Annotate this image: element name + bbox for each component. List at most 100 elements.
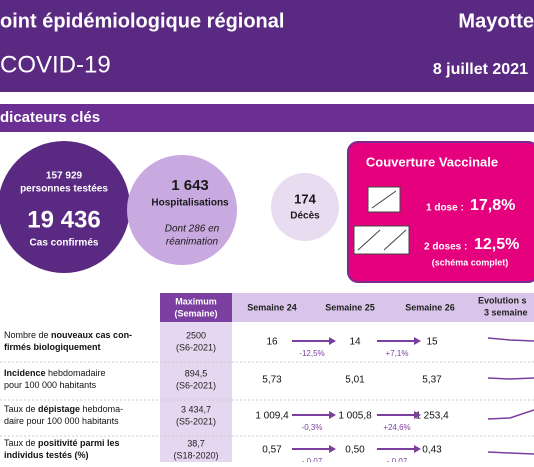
label-part: Nombre de: [4, 330, 51, 340]
header-band: [0, 0, 534, 92]
week-value: 5,37: [422, 375, 442, 386]
vaccine-title: Couverture Vaccinale: [366, 154, 498, 169]
arrow-head: [329, 337, 336, 345]
max-column: [160, 322, 232, 462]
trend-label: - 0,07: [387, 457, 408, 462]
dose1-value: 17,8%: [470, 197, 515, 214]
label-part: positivité parmi les: [38, 438, 120, 448]
max-week: (S6-2021): [176, 342, 216, 352]
syringe-icon: [353, 186, 410, 255]
deaths-label: Décès: [290, 211, 320, 222]
header-region: Mayotte: [458, 10, 534, 32]
week-value: 0,57: [262, 445, 282, 456]
deaths-circle: [271, 173, 339, 241]
trend-label: - 0,07: [302, 457, 323, 462]
hosp-circle: [127, 155, 237, 265]
trend-label: -12,5%: [299, 349, 324, 358]
table-header-band: [232, 293, 534, 322]
sparkline: [487, 451, 534, 455]
row-label: Taux de dépistage hebdoma-: [4, 404, 123, 414]
dose2-note: (schéma complet): [432, 257, 509, 267]
max-value: 3 434,7: [181, 404, 211, 414]
tests-count: 157 929: [46, 171, 83, 182]
week-value: 16: [266, 337, 278, 348]
tests-circle: [0, 141, 130, 273]
row-label: daire pour 100 000 habitants: [4, 416, 119, 426]
column-header: Semaine 26: [405, 302, 455, 312]
section-band: [0, 104, 534, 132]
label-part: individus testés (%): [4, 450, 89, 460]
dose1-label: 1 dose :: [426, 203, 464, 214]
week-value: 5,73: [262, 375, 282, 386]
max-value: 894,5: [185, 368, 208, 378]
row-label: firmés biologiquement: [4, 342, 101, 352]
icon-line: [383, 229, 407, 251]
icon-line: [371, 190, 397, 209]
arrow-head: [414, 445, 421, 453]
row-label: Incidence hebdomadaire: [4, 368, 106, 378]
sparkline: [487, 337, 534, 342]
label-part: nouveaux cas con-: [51, 330, 132, 340]
deaths-count: 174: [294, 191, 316, 206]
week-value: 0,50: [345, 445, 365, 456]
label-part: hebdoma-: [80, 404, 123, 414]
hosp-note: réanimation: [166, 237, 219, 248]
week-value: 1 005,8: [338, 411, 372, 422]
trend-label: -0,3%: [302, 423, 323, 432]
tests-label: personnes testées: [20, 184, 108, 195]
week-value: 15: [426, 337, 438, 348]
dose2-value: 12,5%: [474, 236, 519, 253]
label-part: dépistage: [38, 404, 80, 414]
cases-label: Cas confirmés: [30, 238, 99, 249]
hosp-note: Dont 286 en: [165, 224, 220, 235]
header-title: oint épidémiologique régional: [0, 10, 284, 32]
label-part: Incidence: [4, 368, 46, 378]
arrow-head: [414, 411, 421, 419]
arrow-head: [414, 337, 421, 345]
row-label: individus testés (%): [4, 450, 89, 460]
label-part: firmés biologiquement: [4, 342, 101, 352]
row-label: pour 100 000 habitants: [4, 380, 97, 390]
header-date: 8 juillet 2021: [433, 61, 528, 78]
label-part: Taux de: [4, 404, 38, 414]
week-value: 5,01: [345, 375, 365, 386]
max-week: (S6-2021): [176, 380, 216, 390]
column-header: (Semaine): [174, 308, 217, 318]
week-value: 1 253,4: [415, 411, 449, 422]
trend-label: +7,1%: [386, 349, 409, 358]
label-part: Taux de: [4, 438, 38, 448]
max-value: 2500: [186, 330, 206, 340]
arrow-head: [329, 411, 336, 419]
column-header: Semaine 25: [325, 302, 375, 312]
header-subtitle: COVID-19: [0, 51, 111, 78]
week-value: 1 009,4: [255, 411, 289, 422]
dose2-label: 2 doses :: [424, 242, 467, 253]
trend-label: +24,6%: [383, 423, 410, 432]
week-value: 14: [349, 337, 361, 348]
column-header: 3 semaine: [484, 307, 528, 317]
icon-frame: [353, 225, 410, 255]
label-part: daire pour 100 000 habitants: [4, 416, 119, 426]
icon-line: [357, 229, 381, 251]
arrow-head: [329, 445, 336, 453]
row-label: Taux de positivité parmi les: [4, 438, 120, 448]
section-title: dicateurs clés: [0, 109, 100, 126]
column-header: Evolution s: [478, 295, 527, 305]
row-label: Nombre de nouveaux cas con-: [4, 330, 132, 340]
label-part: hebdomadaire: [46, 368, 106, 378]
table: Maximum (Semaine) Semaine 24 Semaine 25 Sema…: [0, 295, 534, 466]
column-header: Maximum: [175, 296, 217, 306]
cases-count: 19 436: [27, 206, 100, 233]
sparkline: [487, 409, 534, 420]
column-header: Semaine 24: [247, 302, 297, 312]
label-part: pour 100 000 habitants: [4, 380, 97, 390]
max-week: (S5-2021): [176, 416, 216, 426]
week-value: 0,43: [422, 445, 442, 456]
sparkline: [487, 377, 534, 380]
hosp-label: Hospitalisations: [151, 198, 229, 209]
max-week: (S18-2020): [173, 450, 218, 460]
max-value: 38,7: [187, 438, 205, 448]
hosp-count: 1 643: [171, 177, 209, 194]
